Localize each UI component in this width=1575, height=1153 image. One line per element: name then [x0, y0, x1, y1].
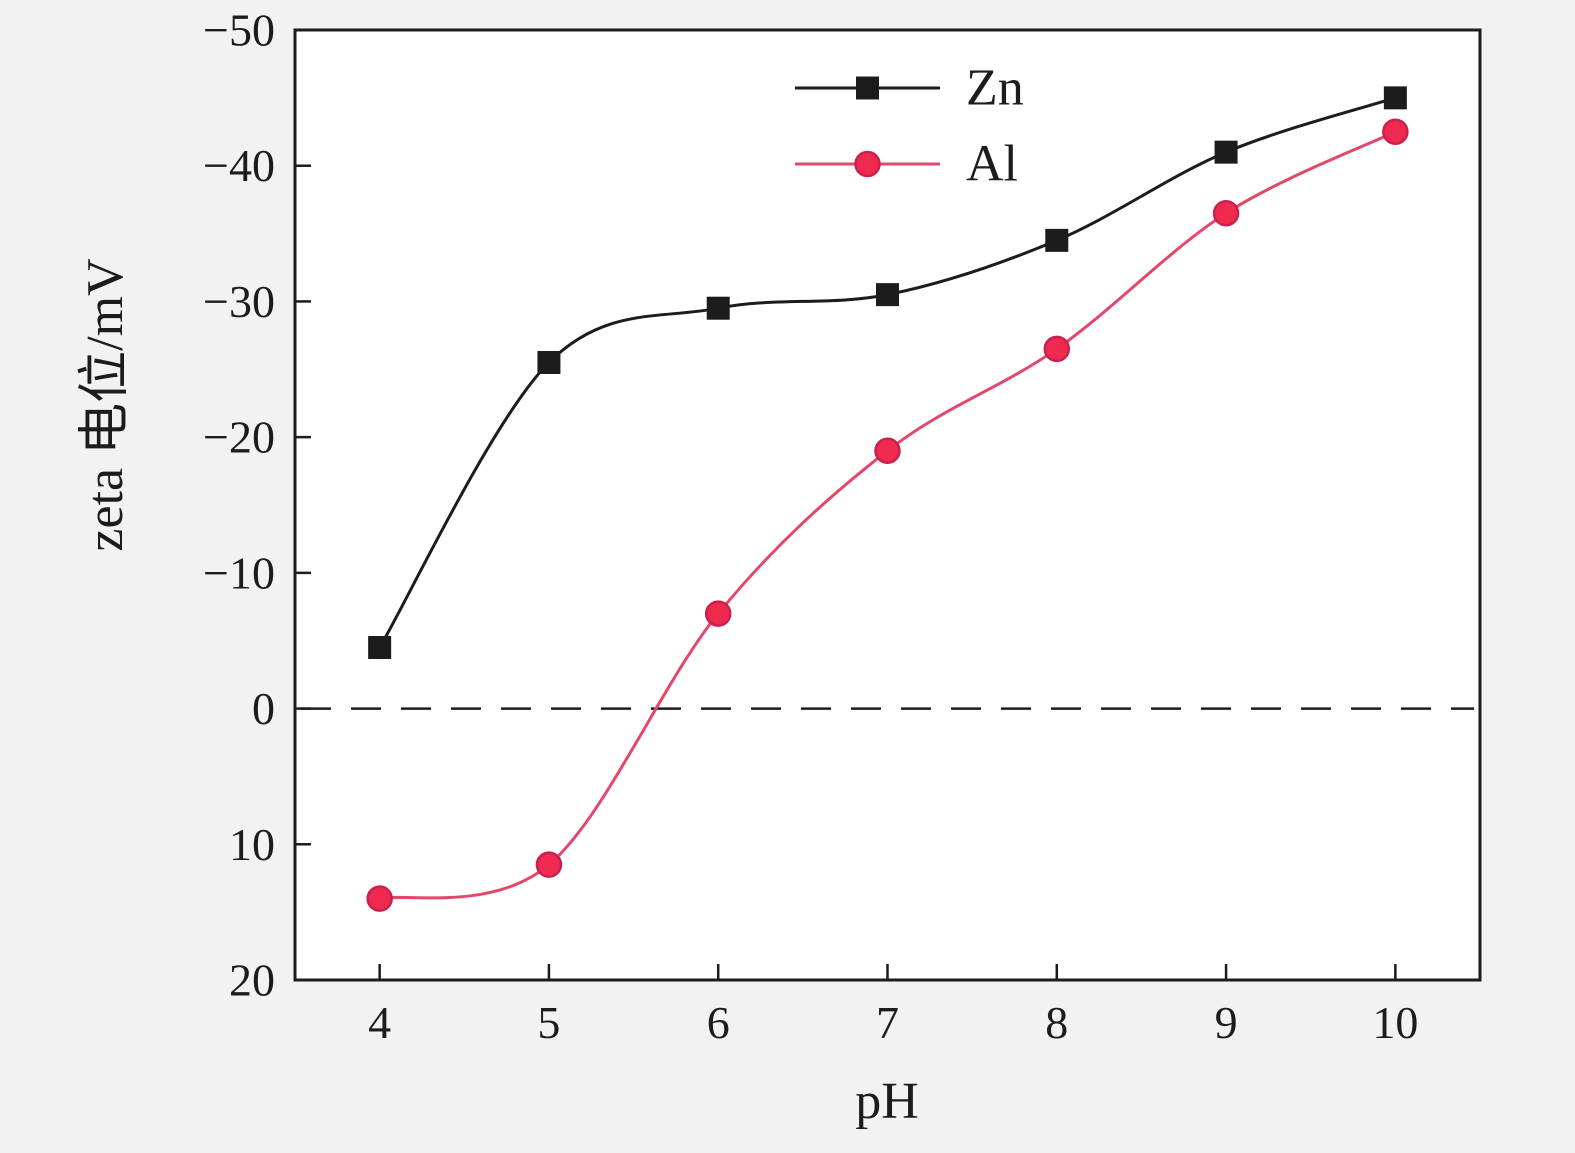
zn-series-marker: [537, 351, 561, 374]
y-axis-tick-label: −10: [203, 547, 275, 598]
legend-marker-zn: [856, 76, 879, 100]
y-axis-tick-label: −20: [203, 412, 275, 463]
zn-series-marker: [1045, 228, 1069, 252]
x-axis-label: pH: [855, 1073, 919, 1130]
y-axis-tick-label: −30: [203, 276, 275, 327]
y-axis-tick-label: −50: [203, 5, 275, 56]
al-series-marker: [366, 885, 393, 912]
al-series-marker: [1043, 335, 1071, 363]
al-series-marker: [1212, 199, 1240, 227]
al-series-marker: [874, 437, 901, 464]
zn-series-marker: [1214, 140, 1238, 164]
legend-label-al: Al: [966, 136, 1018, 193]
x-axis-tick-label: 6: [707, 997, 730, 1048]
y-axis-label: zeta 电位/mV: [77, 258, 134, 551]
x-axis-tick-label: 4: [368, 997, 391, 1048]
zn-series-marker: [368, 636, 392, 659]
al-series-marker: [704, 600, 732, 627]
zn-series-marker: [876, 283, 899, 307]
y-axis-tick-label: −40: [203, 140, 275, 191]
y-axis-tick-label: 20: [229, 955, 275, 1006]
y-axis-tick-label: 0: [252, 683, 275, 734]
zn-series-marker: [1383, 86, 1407, 110]
x-axis-tick-label: 8: [1045, 997, 1068, 1048]
legend-label-zn: Zn: [966, 60, 1024, 117]
x-axis-tick-label: 7: [876, 997, 899, 1048]
al-series-marker: [535, 851, 563, 878]
al-series-marker: [1382, 118, 1409, 146]
plot-area: [295, 30, 1480, 980]
zn-series-marker: [706, 296, 730, 320]
x-axis-tick-label: 5: [537, 997, 560, 1048]
y-axis-tick-label: 10: [229, 819, 275, 870]
x-axis-tick-label: 10: [1372, 997, 1418, 1048]
legend-marker-al: [854, 150, 881, 178]
x-axis-tick-label: 9: [1215, 997, 1238, 1048]
